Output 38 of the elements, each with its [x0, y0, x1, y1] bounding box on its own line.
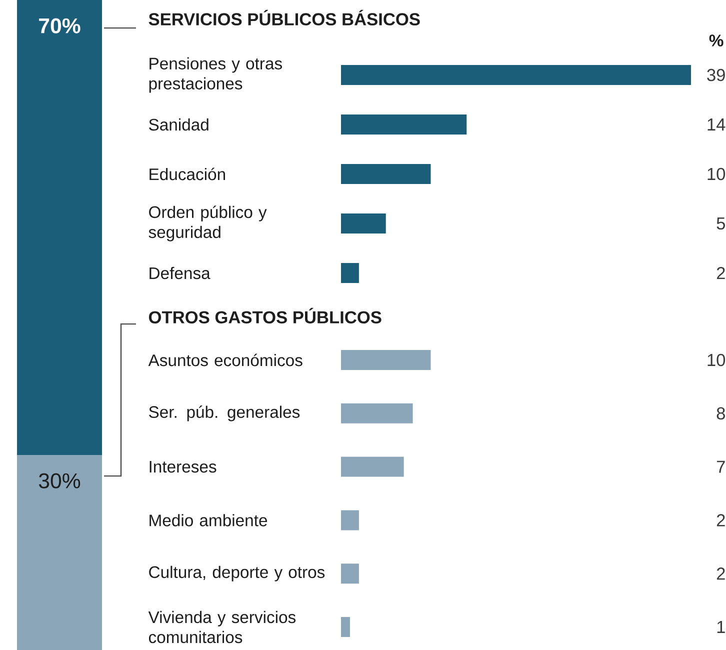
bar — [341, 65, 691, 86]
bar — [341, 263, 359, 283]
bar — [341, 403, 413, 424]
bar — [341, 456, 404, 477]
data-label: 70% — [39, 18, 80, 34]
y-tick-label: Defensa — [150, 266, 210, 280]
y-tick-label: Ser. púb. generales — [149, 406, 300, 422]
bar — [341, 114, 467, 135]
data-label: 2 — [716, 514, 725, 526]
y-tick-label: Vivienda y servicios comunitarios — [148, 610, 296, 644]
data-label: 8 — [716, 407, 725, 420]
chart-title: OTROS GASTOS PÚBLICOS — [148, 308, 382, 324]
y-tick-label: Educación — [150, 168, 225, 180]
bar — [341, 350, 431, 370]
data-label: 30% — [38, 473, 80, 488]
data-label: 2 — [716, 266, 725, 280]
bar — [341, 564, 359, 584]
y-tick-label: Asuntos económicos — [148, 354, 302, 366]
y-tick-label: Cultura, deporte y otros — [149, 566, 325, 582]
data-label: 2 — [716, 568, 725, 580]
y-tick-label: Medio ambiente — [150, 514, 268, 526]
bar — [341, 616, 350, 637]
y-tick-label: Sanidad — [149, 118, 208, 131]
bar — [341, 214, 386, 234]
x-axis-title: % — [709, 34, 724, 46]
chart-title: SERVICIOS PÚBLICOS BÁSICOS — [148, 10, 420, 26]
data-label: 10 — [708, 168, 726, 180]
data-label: 7 — [716, 460, 725, 473]
y-tick-label: Intereses — [150, 460, 216, 473]
y-tick-label: Pensiones y otras prestaciones — [149, 57, 282, 93]
data-label: 14 — [708, 118, 726, 130]
y-tick-label: Orden público y seguridad — [148, 206, 267, 242]
data-label: 1 — [717, 621, 725, 633]
bar — [341, 164, 431, 184]
data-label: 39 — [707, 68, 725, 82]
bar — [341, 510, 359, 530]
data-label: 5 — [716, 217, 725, 230]
data-label: 10 — [708, 354, 726, 366]
